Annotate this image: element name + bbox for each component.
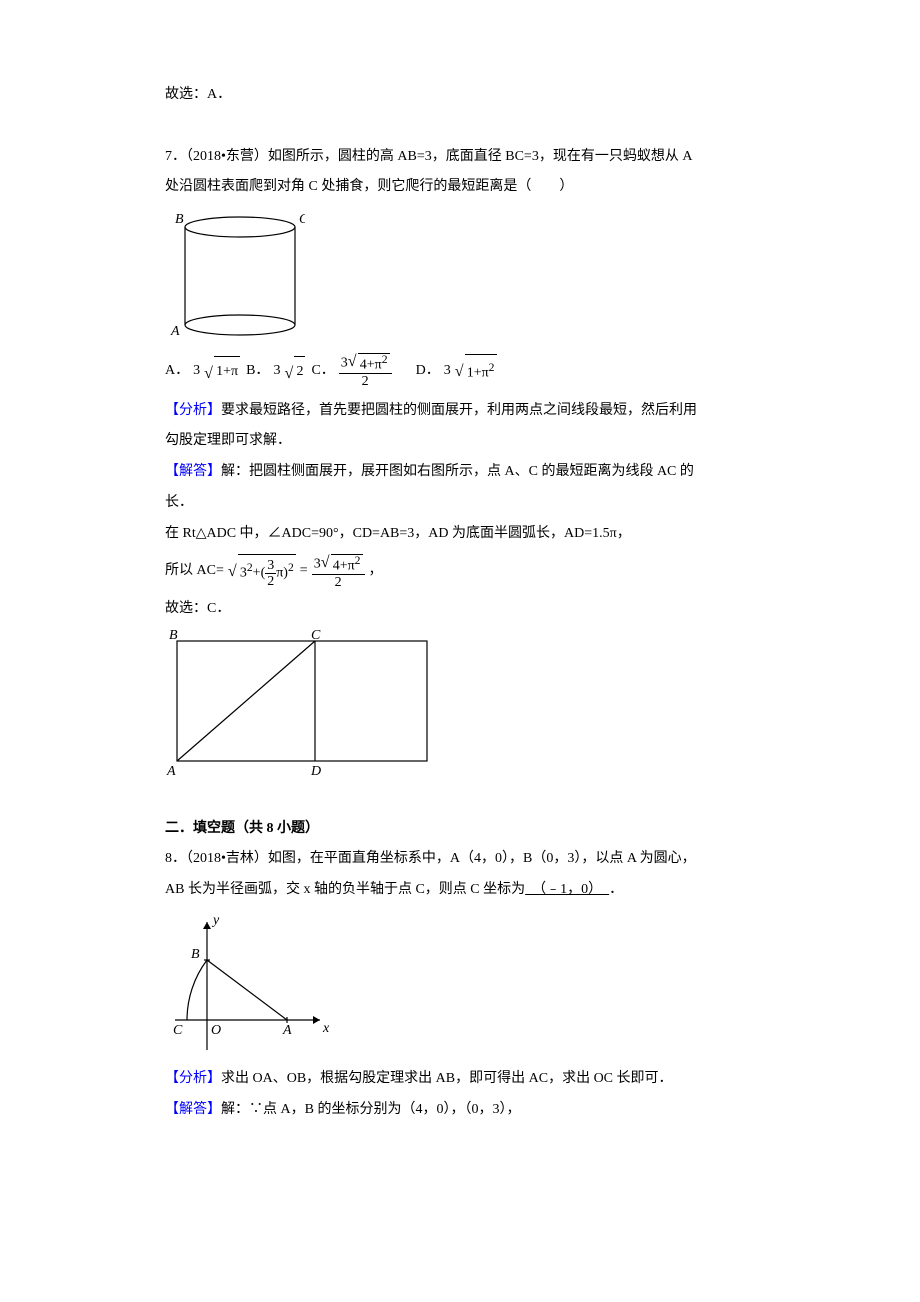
q7-stem-line2: 处沿圆柱表面爬到对角 C 处捕食，则它爬行的最短距离是（ ）	[165, 172, 755, 203]
cf-label-B: B	[191, 947, 200, 962]
opt-b-radicand: 2	[294, 356, 305, 388]
option-a: A． 3 1+π	[165, 356, 240, 388]
opt-b-label: B．	[246, 356, 269, 387]
uf-label-B: B	[169, 629, 178, 643]
label-C: C	[299, 212, 305, 227]
unfold-figure: B C A D	[165, 629, 435, 779]
q7-solution-l1: 【解答】解：把圆柱侧面展开，展开图如右图所示，点 A、C 的最短距离为线段 AC…	[165, 457, 755, 488]
uf-label-D: D	[310, 764, 321, 779]
cylinder-figure: B C A	[165, 207, 305, 347]
q8-analysis: 【分析】求出 OA、OB，根据勾股定理求出 AB，即可得出 AC，求出 OC 长…	[165, 1064, 755, 1095]
option-c: C． 34+π2 2	[311, 353, 391, 389]
q7-solution-l2: 长．	[165, 488, 755, 519]
q7-analysis-l2: 勾股定理即可求解．	[165, 426, 755, 457]
opt-a-label: A．	[165, 356, 189, 387]
cf-label-x: x	[322, 1021, 330, 1036]
q7-analysis: 【分析】要求最短路径，首先要把圆柱的侧面展开，利用两点之间线段最短，然后利用	[165, 396, 755, 427]
q7-options: A． 3 1+π B． 3 2 C． 34+π2 2 D． 3 1+π2	[165, 353, 755, 389]
uf-label-C: C	[311, 629, 321, 643]
q7-answer: 故选：C．	[165, 594, 755, 625]
opt-a-radicand: 1+π	[214, 356, 240, 388]
q8-solution: 【解答】解：∵点 A，B 的坐标分别为（4，0），（0，3），	[165, 1095, 755, 1126]
q8-solution-label: 【解答】	[165, 1102, 221, 1117]
prev-answer: 故选：A．	[165, 80, 755, 111]
ac-suffix: ，	[369, 556, 383, 587]
q8-analysis-label: 【分析】	[165, 1071, 221, 1086]
cf-label-C: C	[173, 1023, 183, 1038]
uf-label-A: A	[166, 764, 176, 779]
q8-blank-answer: （﹣1，0）	[525, 882, 609, 897]
q8-stem-l2: AB 长为半径画弧，交 x 轴的负半轴于点 C，则点 C 坐标为 （﹣1，0） …	[165, 875, 755, 906]
coord-figure: y x B A C O	[165, 910, 335, 1060]
opt-d-label: D．	[416, 356, 440, 387]
ac-prefix: 所以 AC=	[165, 556, 224, 587]
opt-d-coef: 3	[444, 356, 451, 387]
cf-label-A: A	[282, 1023, 292, 1038]
option-d: D． 3 1+π2	[416, 354, 497, 389]
opt-c-label: C．	[311, 356, 334, 387]
cf-label-y: y	[211, 913, 220, 928]
opt-c-den: 2	[339, 374, 392, 389]
opt-a-coef: 3	[193, 356, 200, 387]
section2-title: 二．填空题（共 8 小题）	[165, 814, 755, 845]
label-B: B	[175, 212, 184, 227]
ac-equation: 所以 AC= 32+(32π)2 = 34+π2 2 ，	[165, 554, 755, 590]
analysis-label: 【分析】	[165, 403, 221, 418]
opt-c-num-coef: 3	[341, 355, 348, 370]
label-A: A	[170, 324, 180, 339]
cf-label-O: O	[211, 1023, 221, 1038]
q8-stem-l1: 8．（2018•吉林）如图，在平面直角坐标系中，A（4，0），B（0，3），以点…	[165, 844, 755, 875]
ac-equals: =	[300, 556, 308, 587]
option-b: B． 3 2	[246, 356, 305, 388]
opt-b-coef: 3	[273, 356, 280, 387]
solution-label: 【解答】	[165, 464, 221, 479]
q7-stem-line1: 7．（2018•东营）如图所示，圆柱的高 AB=3，底面直径 BC=3，现在有一…	[165, 142, 755, 173]
q7-solution-l3: 在 Rt△ADC 中，∠ADC=90°，CD=AB=3，AD 为底面半圆弧长，A…	[165, 519, 755, 550]
